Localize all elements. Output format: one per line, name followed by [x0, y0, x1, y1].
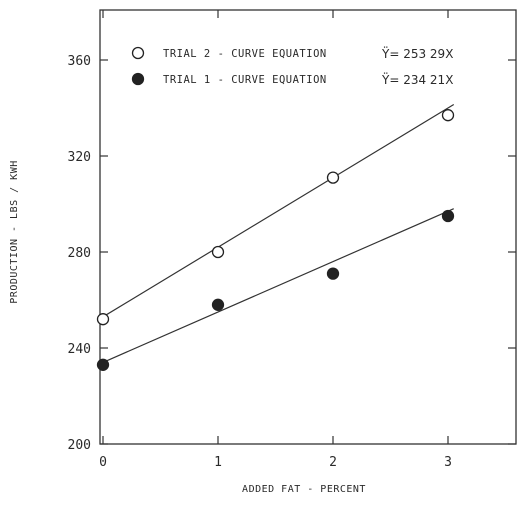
x-tick-label: 3: [444, 455, 452, 470]
legend-marker-series-2: [131, 72, 145, 86]
y-tick-label: 240: [68, 342, 91, 357]
x-axis-label: ADDED FAT - PERCENT: [242, 484, 366, 495]
x-tick-label: 1: [214, 455, 222, 470]
data-point-series-1: [441, 109, 455, 122]
data-point-series-1: [96, 313, 110, 326]
y-tick-label: 200: [68, 438, 91, 453]
fit-line-series-2: [102, 208, 454, 363]
data-point-series-2: [211, 298, 225, 311]
x-tick-label: 2: [329, 455, 337, 470]
y-tick-label: 280: [68, 246, 91, 261]
y-axis-label: PRODUCTION - LBS / KWH: [9, 160, 20, 303]
legend-label-series-2: TRIAL 1 - CURVE EQUATION: [163, 74, 327, 86]
legend-equation-series-2: Ÿ= 234 21X: [381, 72, 453, 87]
legend-marker-series-1: [131, 46, 145, 60]
data-point-series-1: [211, 245, 225, 259]
legend-label-series-1: TRIAL 2 - CURVE EQUATION: [163, 48, 327, 60]
data-point-series-1: [326, 171, 340, 184]
legend-equation-series-1: Ÿ= 253 29X: [381, 46, 453, 61]
data-point-series-2: [96, 358, 110, 371]
y-tick-label: 360: [68, 54, 91, 69]
data-point-series-2: [441, 209, 455, 223]
y-tick-label: 320: [68, 150, 91, 165]
data-point-series-2: [326, 267, 340, 280]
plot-frame: [99, 9, 517, 445]
fit-line-series-1: [102, 104, 455, 318]
x-tick-label: 0: [99, 455, 107, 470]
